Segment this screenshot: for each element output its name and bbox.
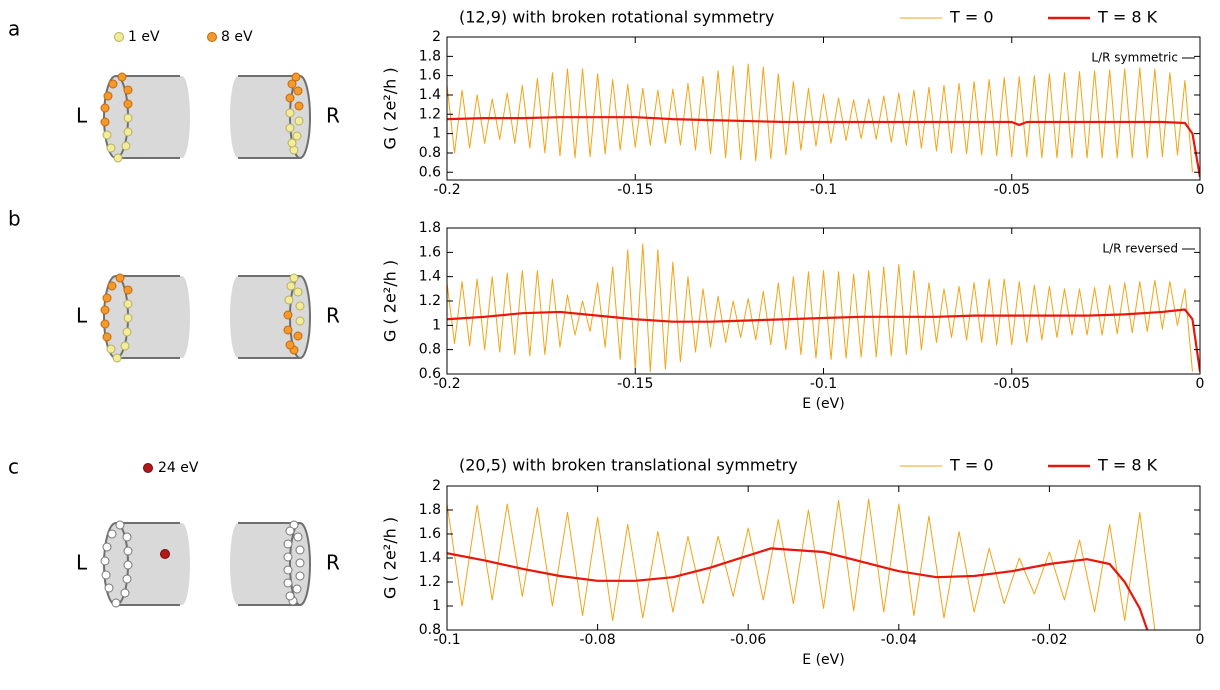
- y-tick-label: 1.2: [419, 106, 441, 122]
- x-tick-label: -0.1: [433, 632, 460, 648]
- x-tick-label: -0.06: [730, 632, 766, 648]
- x-tick-label: 0: [1196, 376, 1205, 392]
- data-line: [447, 116, 1200, 178]
- y-tick-label: 1.4: [419, 269, 441, 285]
- y-axis-label: G ( 2e²/h ): [381, 67, 400, 149]
- y-tick-label: 1.2: [419, 574, 441, 590]
- lead-label: R: [326, 104, 340, 128]
- y-tick-label: 1: [432, 126, 441, 142]
- y-tick-label: 1.4: [419, 87, 441, 103]
- y-tick-label: 0.6: [419, 164, 441, 180]
- y-tick-label: 2: [432, 478, 441, 494]
- diagram: 24 eV L R: [76, 460, 340, 608]
- y-tick-label: 1.8: [419, 220, 441, 236]
- y-tick-label: 1.2: [419, 293, 441, 309]
- x-tick-label: -0.05: [994, 182, 1030, 198]
- y-tick-label: 1: [432, 598, 441, 614]
- y-tick-label: 1.6: [419, 244, 441, 260]
- y-tick-label: 1.6: [419, 68, 441, 84]
- legend-label: 8 eV: [221, 29, 253, 45]
- data-line: [447, 63, 1193, 173]
- panel-label: c: [8, 455, 19, 479]
- legend-dot: [143, 463, 153, 473]
- nanotube: [100, 273, 190, 363]
- chart: 0.6 0.8 1 1.2 1.4 1.6 1.8 -0.2 -0.15 -0.1 -0.05 0 E …: [381, 220, 1205, 412]
- legend-label: T = 8 K: [1097, 8, 1158, 27]
- y-tick-label: 1.4: [419, 550, 441, 566]
- chart-title: (20,5) with broken translational symmetr…: [459, 456, 798, 475]
- annotation: L/R reversed: [1102, 242, 1178, 256]
- y-tick-label: 1: [432, 317, 441, 333]
- chart: 0.6 0.8 1 1.2 1.4 1.6 1.8 2 -0.2 -0.15 -0.1 -0.05 0 G…: [381, 8, 1205, 199]
- x-axis-label: E (eV): [802, 652, 844, 668]
- chart: 0.8 1 1.2 1.4 1.6 1.8 2 -0.1 -0.08 -0.06 -0.04 -0.0…: [381, 456, 1205, 669]
- plot-frame: [446, 227, 1201, 375]
- y-axis-label: G ( 2e²/h ): [381, 260, 400, 342]
- x-tick-label: -0.08: [579, 632, 615, 648]
- x-tick-label: 0: [1196, 182, 1205, 198]
- data-line: [447, 547, 1149, 630]
- y-tick-label: 2: [432, 29, 441, 45]
- legend-label: T = 0: [949, 8, 994, 27]
- nanotube: [230, 273, 311, 359]
- legend-dot: [207, 32, 217, 42]
- x-tick-label: -0.04: [881, 632, 917, 648]
- x-tick-label: -0.2: [433, 182, 460, 198]
- data-line: [447, 308, 1200, 372]
- y-tick-label: 1.6: [419, 526, 441, 542]
- nanotube: [100, 72, 190, 163]
- panel-label: a: [8, 17, 20, 41]
- y-tick-label: 1.8: [419, 502, 441, 518]
- lead-label: L: [76, 104, 88, 128]
- legend-dot: [114, 32, 124, 42]
- x-tick-label: -0.05: [994, 376, 1030, 392]
- annotation: L/R symmetric: [1091, 51, 1178, 65]
- x-tick-label: 0: [1196, 632, 1205, 648]
- y-axis-label: G ( 2e²/h ): [381, 517, 400, 599]
- x-tick-label: -0.15: [617, 182, 653, 198]
- x-tick-label: -0.1: [810, 182, 837, 198]
- y-tick-label: 0.8: [419, 622, 441, 638]
- data-line: [447, 498, 1156, 630]
- legend-label: 24 eV: [158, 460, 199, 476]
- y-tick-label: 0.8: [419, 145, 441, 161]
- x-tick-label: -0.1: [810, 376, 837, 392]
- diagram: L R: [76, 273, 340, 363]
- diagram: 1 eV 8 eV L R: [76, 29, 340, 163]
- lead-label: R: [326, 304, 340, 328]
- y-tick-label: 0.6: [419, 366, 441, 382]
- nanotube: [100, 520, 190, 608]
- legend-label: T = 0: [949, 456, 994, 475]
- y-tick-label: 1.8: [419, 48, 441, 64]
- nanotube: [230, 520, 311, 606]
- lead-label: L: [76, 304, 88, 328]
- nanotube: [230, 72, 311, 159]
- lead-label: L: [76, 551, 88, 575]
- plot-frame: [446, 36, 1201, 181]
- data-line: [447, 243, 1193, 373]
- y-tick-label: 0.8: [419, 342, 441, 358]
- legend-label: 1 eV: [128, 29, 160, 45]
- legend-label: T = 8 K: [1097, 456, 1158, 475]
- x-tick-label: -0.15: [617, 376, 653, 392]
- lead-label: R: [326, 551, 340, 575]
- x-tick-label: -0.2: [433, 376, 460, 392]
- chart-title: (12,9) with broken rotational symmetry: [459, 8, 774, 27]
- x-axis-label: E (eV): [802, 396, 844, 412]
- panel-label: b: [8, 207, 21, 231]
- x-tick-label: -0.02: [1031, 632, 1067, 648]
